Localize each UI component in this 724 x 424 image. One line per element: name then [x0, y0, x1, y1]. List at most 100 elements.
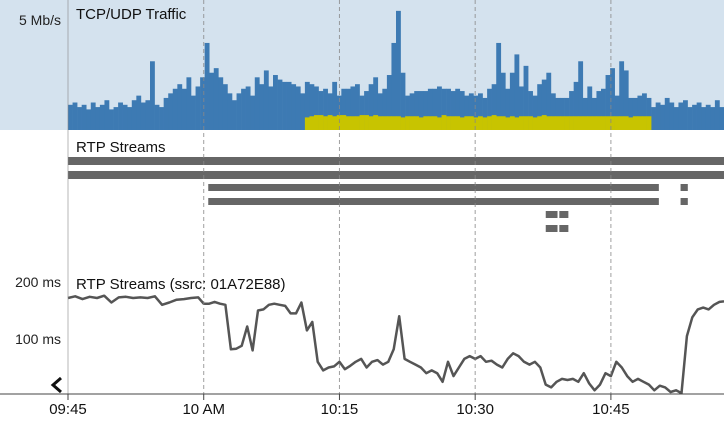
tcp-bar [409, 93, 415, 130]
tcp-bar [314, 86, 319, 130]
jitter-line [67, 294, 724, 395]
tcp-bar [623, 70, 629, 130]
rtp-stream-bar[interactable] [208, 184, 659, 191]
tcp-bar [719, 107, 724, 130]
rtp-stream-bar[interactable] [559, 225, 569, 232]
rtp-stream-bar[interactable] [545, 211, 558, 218]
tcp-bar [441, 88, 447, 130]
tcp-bar [191, 95, 196, 130]
tcp-bar [400, 72, 406, 130]
tcp-bar [159, 107, 164, 130]
tcp-bar [245, 86, 251, 130]
rtp-stream-bar[interactable] [680, 198, 688, 205]
udp-bar [560, 116, 565, 130]
udp-bar [596, 116, 602, 130]
udp-bar [473, 117, 479, 130]
udp-bar [437, 117, 442, 130]
tcp-bar [468, 93, 474, 130]
udp-bar [355, 116, 360, 130]
udp-bar [546, 116, 552, 130]
tcp-bar [72, 102, 78, 130]
tcp-bar [692, 104, 697, 130]
tcp-bar [596, 91, 602, 130]
udp-bar [359, 115, 365, 130]
tcp-bar [560, 97, 565, 130]
tcp-bar [127, 107, 133, 130]
udp-bar [569, 116, 574, 130]
udp-bar [591, 116, 597, 130]
tcp-bar [318, 91, 324, 130]
tcp-bar [509, 72, 515, 130]
udp-bar [386, 116, 392, 130]
tcp-bar [582, 97, 588, 130]
tcp-bar [573, 81, 579, 130]
udp-bar [587, 116, 593, 130]
udp-bar [628, 117, 634, 130]
udp-bar [514, 117, 520, 130]
rtp-stream-bar[interactable] [559, 211, 569, 218]
udp-bar [623, 116, 629, 130]
tcp-bar [332, 81, 338, 130]
udp-bar [459, 117, 465, 130]
rtp-stream-bar[interactable] [208, 198, 659, 205]
tcp-bar [90, 102, 96, 130]
udp-bar [350, 116, 356, 130]
tcp-bar [532, 95, 538, 130]
tcp-bar [236, 93, 242, 130]
udp-bar [528, 116, 533, 130]
udp-bar [377, 116, 383, 130]
rtp-stream-bar[interactable] [68, 157, 724, 165]
tcp-bar [655, 102, 661, 130]
tcp-bar [209, 72, 215, 130]
udp-bar [464, 116, 470, 130]
traffic-panel-title: TCP/UDP Traffic [76, 6, 187, 23]
tcp-bar [104, 100, 110, 130]
x-tick-label: 10 AM [182, 401, 225, 418]
tcp-bar [450, 91, 456, 130]
tcp-bar [455, 88, 461, 130]
tcp-bar [99, 104, 105, 130]
tcp-bar [664, 97, 670, 130]
udp-bar [418, 117, 424, 130]
tcp-bar [172, 88, 178, 130]
tcp-bar [701, 107, 707, 130]
tcp-bar [705, 104, 711, 130]
udp-bar [496, 116, 502, 130]
tcp-bar [268, 86, 274, 130]
tcp-bar [345, 88, 351, 130]
tcp-bar [555, 97, 561, 130]
rtp-stream-bar[interactable] [680, 184, 688, 191]
rtp-stream-bar[interactable] [68, 171, 724, 179]
tcp-bar [528, 91, 533, 130]
tcp-bar [605, 75, 611, 130]
udp-bar [309, 116, 315, 130]
rtp-stream-bar[interactable] [545, 225, 558, 232]
udp-bar [382, 116, 388, 130]
udp-bar [455, 116, 461, 130]
udp-bar [573, 116, 579, 130]
udp-bar [373, 115, 379, 130]
tcp-bar [95, 107, 101, 130]
tcp-bar [109, 109, 114, 130]
tcp-bar [437, 86, 442, 130]
tcp-bar [427, 88, 433, 130]
udp-bar [500, 116, 506, 130]
udp-bar [482, 117, 488, 130]
udp-bar [642, 116, 647, 130]
tcp-bar [122, 104, 128, 130]
tcp-bar [669, 102, 675, 130]
tcp-bar [81, 104, 87, 130]
tcp-bar [569, 91, 574, 130]
chevron-left-icon[interactable] [50, 376, 62, 394]
tcp-bar [227, 93, 233, 130]
jitter-panel-title: RTP Streams (ssrc: 01A72E88) [76, 276, 286, 293]
tcp-bar [487, 88, 492, 130]
tcp-bar [150, 61, 155, 130]
tcp-bar [601, 88, 606, 130]
tcp-bar [514, 54, 520, 130]
udp-bar [505, 117, 511, 130]
tcp-bar [473, 95, 479, 130]
udp-bar [646, 116, 652, 130]
tcp-bar [282, 81, 287, 130]
